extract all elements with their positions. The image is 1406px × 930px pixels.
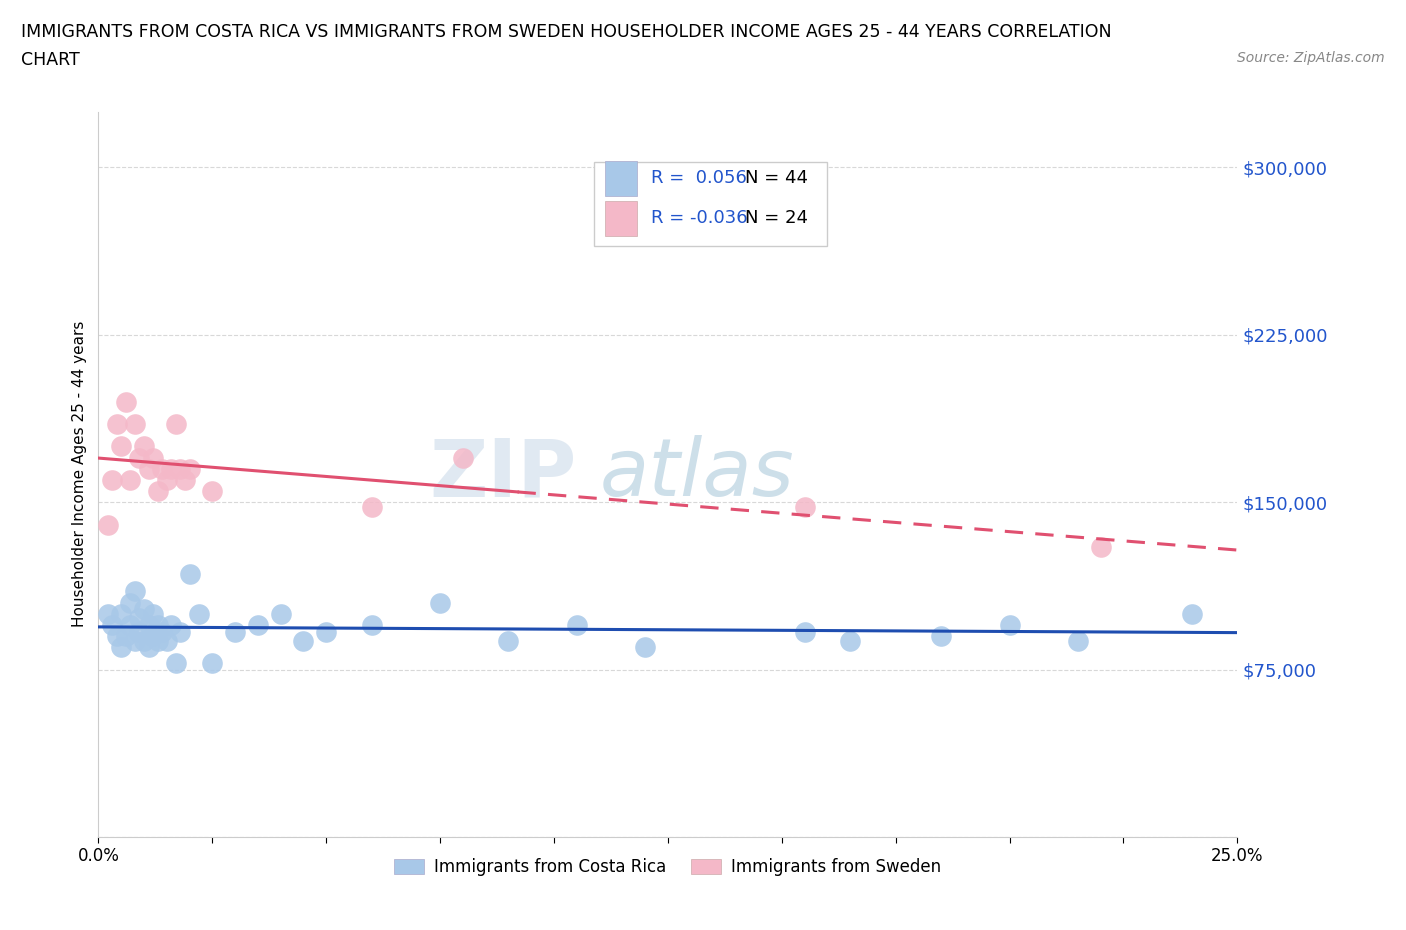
Point bbox=[142, 629, 165, 644]
Point bbox=[315, 624, 337, 639]
Point bbox=[174, 472, 197, 487]
Point bbox=[101, 472, 124, 487]
Point bbox=[96, 517, 118, 532]
Point bbox=[160, 461, 183, 476]
Point bbox=[160, 618, 183, 632]
Point bbox=[142, 450, 165, 465]
Text: IMMIGRANTS FROM COSTA RICA VS IMMIGRANTS FROM SWEDEN HOUSEHOLDER INCOME AGES 25 : IMMIGRANTS FROM COSTA RICA VS IMMIGRANTS… bbox=[21, 23, 1112, 41]
Y-axis label: Householder Income Ages 25 - 44 years: Householder Income Ages 25 - 44 years bbox=[72, 321, 87, 628]
Point bbox=[138, 618, 160, 632]
Point bbox=[360, 499, 382, 514]
Point bbox=[498, 633, 520, 648]
Text: CHART: CHART bbox=[21, 51, 80, 69]
Point bbox=[150, 461, 173, 476]
Text: R = -0.036: R = -0.036 bbox=[651, 209, 748, 227]
Point bbox=[110, 606, 132, 621]
Point bbox=[110, 439, 132, 454]
Point bbox=[110, 640, 132, 655]
Text: R =  0.056: R = 0.056 bbox=[651, 169, 747, 187]
Point bbox=[179, 566, 201, 581]
Point bbox=[156, 472, 179, 487]
Point bbox=[146, 484, 169, 498]
Point bbox=[142, 606, 165, 621]
Point bbox=[128, 624, 150, 639]
Text: ZIP: ZIP bbox=[429, 435, 576, 513]
FancyBboxPatch shape bbox=[605, 161, 637, 195]
Point bbox=[114, 629, 136, 644]
Point bbox=[105, 629, 128, 644]
Point bbox=[929, 629, 952, 644]
Point bbox=[138, 640, 160, 655]
Point bbox=[793, 499, 815, 514]
Text: atlas: atlas bbox=[599, 435, 794, 513]
Point bbox=[201, 484, 224, 498]
Point bbox=[124, 417, 146, 432]
Point bbox=[165, 417, 187, 432]
Point bbox=[634, 640, 657, 655]
Point bbox=[187, 606, 209, 621]
Point bbox=[565, 618, 588, 632]
Point bbox=[270, 606, 292, 621]
Point bbox=[998, 618, 1021, 632]
Legend: Immigrants from Costa Rica, Immigrants from Sweden: Immigrants from Costa Rica, Immigrants f… bbox=[388, 852, 948, 883]
Point bbox=[128, 611, 150, 626]
Point bbox=[132, 633, 155, 648]
Point bbox=[150, 624, 173, 639]
Point bbox=[138, 461, 160, 476]
Point bbox=[120, 472, 142, 487]
Point bbox=[839, 633, 862, 648]
Point bbox=[451, 450, 474, 465]
Point bbox=[120, 618, 142, 632]
Point bbox=[1181, 606, 1204, 621]
Point bbox=[120, 595, 142, 610]
Point bbox=[132, 602, 155, 617]
Point bbox=[96, 606, 118, 621]
Text: Source: ZipAtlas.com: Source: ZipAtlas.com bbox=[1237, 51, 1385, 65]
Text: N = 24: N = 24 bbox=[745, 209, 808, 227]
Point bbox=[146, 618, 169, 632]
Point bbox=[124, 584, 146, 599]
FancyBboxPatch shape bbox=[593, 163, 827, 246]
Point bbox=[165, 656, 187, 671]
Point bbox=[132, 439, 155, 454]
Point bbox=[169, 624, 191, 639]
Point bbox=[793, 624, 815, 639]
Point bbox=[360, 618, 382, 632]
Point bbox=[246, 618, 269, 632]
Point bbox=[124, 633, 146, 648]
Point bbox=[114, 394, 136, 409]
Point bbox=[146, 633, 169, 648]
Point bbox=[429, 595, 451, 610]
Point bbox=[101, 618, 124, 632]
FancyBboxPatch shape bbox=[605, 201, 637, 236]
Point bbox=[224, 624, 246, 639]
Point bbox=[179, 461, 201, 476]
Point bbox=[1067, 633, 1090, 648]
Point bbox=[169, 461, 191, 476]
Point bbox=[156, 633, 179, 648]
Point bbox=[1090, 539, 1112, 554]
Point bbox=[292, 633, 315, 648]
Point bbox=[128, 450, 150, 465]
Point bbox=[105, 417, 128, 432]
Text: N = 44: N = 44 bbox=[745, 169, 808, 187]
Point bbox=[201, 656, 224, 671]
